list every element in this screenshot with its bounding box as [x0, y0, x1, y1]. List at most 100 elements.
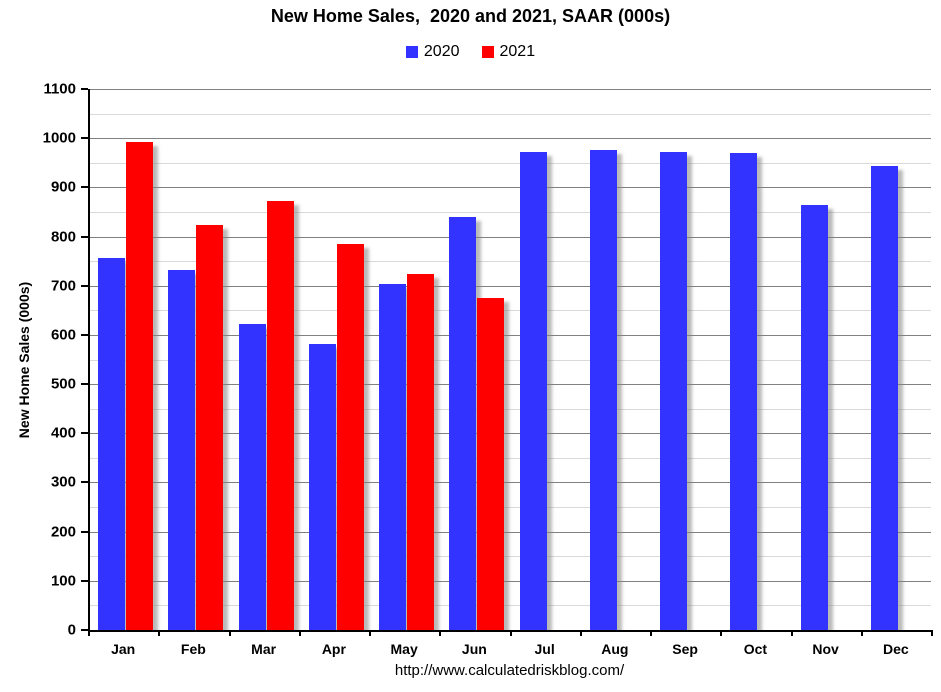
x-tick-label-aug: Aug	[601, 641, 629, 657]
x-tick-mark-7	[580, 630, 582, 636]
major-gridline-300	[90, 482, 931, 483]
y-tick-label-0: 0	[67, 621, 76, 639]
y-tick-mark-100	[81, 579, 88, 582]
bar-2021-apr	[336, 243, 364, 630]
y-axis-tick-labels: 0 100 200 300 400 500 600 700 800 900 1000 1100	[0, 81, 76, 639]
plot-area	[88, 89, 931, 632]
bar-2021-jan	[126, 141, 153, 630]
y-tick-label-1000: 1000	[42, 129, 76, 147]
x-tick-mark-12	[931, 630, 933, 636]
x-tick-mark-5	[439, 630, 441, 636]
legend-label-2021: 2021	[499, 43, 536, 60]
major-gridline-1100	[90, 89, 931, 90]
x-tick-label-apr: Apr	[321, 641, 346, 657]
source-url: http://www.calculatedriskblog.com/	[394, 662, 625, 679]
y-tick-label-800: 800	[50, 228, 76, 246]
y-tick-label-100: 100	[50, 572, 76, 590]
minor-gridline-150	[90, 556, 931, 557]
x-tick-label-jun: Jun	[461, 641, 487, 657]
major-gridline-1000	[90, 138, 931, 139]
x-tick-mark-6	[510, 630, 512, 636]
legend-item-2021: 2021	[481, 43, 536, 61]
y-tick-mark-900	[81, 186, 88, 189]
legend-item-2020: 2020	[405, 43, 460, 61]
y-tick-mark-700	[81, 284, 88, 287]
bar-2020-dec	[870, 166, 898, 630]
y-tick-mark-200	[81, 530, 88, 533]
y-tick-label-200: 200	[50, 523, 76, 541]
y-tick-mark-1000	[81, 137, 88, 140]
y-tick-label-1100: 1100	[43, 80, 76, 98]
x-tick-mark-9	[720, 630, 722, 636]
y-tick-label-500: 500	[50, 375, 76, 393]
minor-gridline-550	[90, 360, 931, 361]
minor-gridline-850	[90, 212, 931, 213]
major-gridline-200	[90, 532, 931, 533]
y-tick-mark-0	[81, 629, 88, 631]
legend-label-2020: 2020	[423, 43, 460, 60]
major-gridline-800	[90, 237, 931, 238]
x-tick-label-jan: Jan	[111, 641, 136, 657]
bar-2020-may	[379, 283, 406, 630]
bar-2020-sep	[660, 152, 687, 630]
major-gridline-600	[90, 335, 931, 336]
x-tick-label-jul: Jul	[534, 641, 555, 657]
x-tick-mark-10	[791, 630, 793, 636]
minor-gridline-1050	[90, 114, 931, 115]
x-tick-mark-2	[229, 630, 231, 636]
x-tick-label-oct: Oct	[743, 641, 768, 657]
minor-gridline-750	[90, 261, 931, 262]
minor-gridline-450	[90, 409, 931, 410]
bar-2020-aug	[589, 149, 617, 630]
major-gridline-100	[90, 581, 931, 582]
x-tick-label-sep: Sep	[672, 641, 698, 657]
y-tick-label-300: 300	[50, 473, 76, 491]
legend: 2020 2021	[0, 43, 941, 61]
y-tick-label-900: 900	[50, 178, 76, 196]
x-tick-mark-4	[369, 630, 371, 636]
major-gridline-500	[90, 384, 931, 385]
x-tick-mark-3	[299, 630, 301, 636]
y-tick-mark-300	[81, 481, 88, 484]
bar-2021-feb	[196, 225, 224, 630]
y-tick-label-600: 600	[50, 326, 76, 344]
x-tick-label-feb: Feb	[180, 641, 206, 657]
legend-swatch-2020-icon	[405, 46, 418, 58]
bar-2021-may	[407, 273, 434, 630]
minor-gridline-650	[90, 310, 931, 311]
x-tick-label-mar: Mar	[251, 641, 277, 657]
x-tick-mark-1	[158, 630, 160, 636]
bar-2020-jan	[98, 258, 125, 630]
x-tick-mark-0	[88, 630, 90, 636]
y-tick-label-400: 400	[50, 424, 76, 442]
bar-2020-mar	[238, 323, 266, 630]
minor-gridline-950	[90, 163, 931, 164]
bar-2020-jun	[449, 217, 477, 630]
y-tick-mark-500	[81, 383, 88, 386]
x-axis-tick-labels: Jan Feb Mar Apr May Jun Jul Aug Sep Oct Nov Dec	[88, 641, 931, 661]
y-tick-mark-600	[81, 333, 88, 336]
bar-2020-feb	[168, 270, 196, 630]
x-tick-mark-11	[861, 630, 863, 636]
legend-swatch-2021-icon	[481, 46, 494, 58]
bar-2020-oct	[730, 153, 758, 630]
bar-2020-nov	[800, 204, 828, 630]
major-gridline-900	[90, 187, 931, 188]
minor-gridline-250	[90, 507, 931, 508]
y-tick-mark-1100	[81, 88, 88, 90]
bar-2020-jul	[519, 151, 547, 630]
minor-gridline-50	[90, 605, 931, 606]
major-gridline-400	[90, 433, 931, 434]
major-gridline-700	[90, 286, 931, 287]
bar-2021-jun	[477, 297, 505, 630]
bar-2020-apr	[308, 343, 336, 630]
y-tick-mark-800	[81, 235, 88, 238]
bar-2021-mar	[266, 200, 294, 630]
x-tick-label-nov: Nov	[812, 641, 839, 657]
chart-title: New Home Sales, 2020 and 2021, SAAR (000…	[270, 6, 671, 26]
x-tick-label-may: May	[390, 641, 418, 657]
x-tick-mark-8	[650, 630, 652, 636]
minor-gridline-350	[90, 458, 931, 459]
y-tick-mark-400	[81, 432, 88, 435]
